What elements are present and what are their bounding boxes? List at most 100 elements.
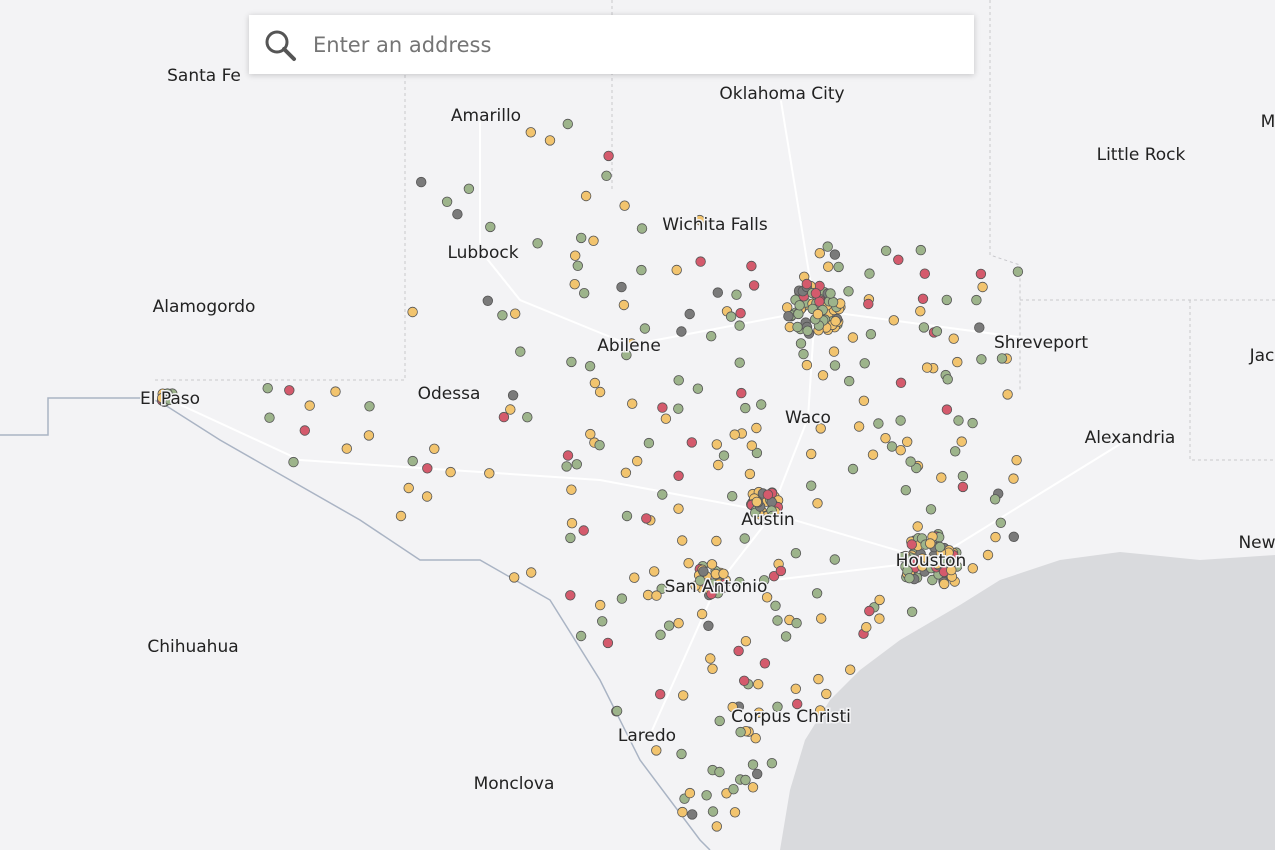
- location-marker[interactable]: [706, 588, 717, 600]
- location-marker[interactable]: [783, 311, 794, 322]
- location-marker[interactable]: [561, 461, 572, 472]
- location-marker[interactable]: [660, 413, 672, 424]
- location-marker[interactable]: [906, 606, 918, 618]
- location-marker[interactable]: [915, 306, 926, 317]
- location-marker[interactable]: [694, 214, 705, 226]
- location-marker[interactable]: [734, 357, 745, 368]
- location-marker[interactable]: [874, 594, 885, 606]
- location-marker[interactable]: [810, 288, 822, 299]
- location-marker[interactable]: [714, 766, 725, 778]
- location-marker[interactable]: [792, 698, 803, 710]
- location-marker[interactable]: [746, 440, 758, 451]
- location-marker[interactable]: [1011, 455, 1022, 466]
- location-marker[interactable]: [823, 261, 834, 272]
- location-marker[interactable]: [676, 326, 687, 337]
- location-marker[interactable]: [696, 608, 708, 620]
- location-marker[interactable]: [578, 525, 589, 536]
- location-marker[interactable]: [895, 415, 906, 426]
- location-marker[interactable]: [975, 268, 987, 280]
- location-marker[interactable]: [957, 481, 969, 493]
- location-marker[interactable]: [712, 287, 724, 298]
- location-marker[interactable]: [814, 247, 826, 259]
- search-input[interactable]: [311, 31, 935, 58]
- location-marker[interactable]: [794, 300, 805, 311]
- location-marker[interactable]: [746, 260, 757, 272]
- location-marker[interactable]: [589, 377, 601, 389]
- location-marker[interactable]: [565, 532, 576, 544]
- location-marker[interactable]: [900, 485, 912, 496]
- location-marker[interactable]: [484, 468, 495, 479]
- location-marker[interactable]: [341, 443, 353, 454]
- location-marker[interactable]: [482, 295, 494, 307]
- location-marker[interactable]: [917, 293, 929, 305]
- location-marker[interactable]: [284, 385, 295, 396]
- location-marker[interactable]: [566, 484, 577, 495]
- location-marker[interactable]: [416, 176, 427, 188]
- location-marker[interactable]: [815, 705, 826, 716]
- location-marker[interactable]: [753, 679, 764, 690]
- location-marker[interactable]: [643, 437, 655, 449]
- location-marker[interactable]: [676, 748, 687, 760]
- location-marker[interactable]: [798, 348, 809, 360]
- location-marker[interactable]: [594, 440, 605, 451]
- location-marker[interactable]: [806, 448, 817, 460]
- location-marker[interactable]: [288, 456, 299, 468]
- location-marker[interactable]: [595, 599, 606, 611]
- location-marker[interactable]: [812, 308, 824, 320]
- location-marker[interactable]: [1012, 266, 1024, 277]
- location-marker[interactable]: [801, 278, 813, 290]
- location-marker[interactable]: [576, 232, 587, 244]
- location-marker[interactable]: [156, 392, 168, 404]
- location-marker[interactable]: [525, 127, 537, 138]
- location-marker[interactable]: [874, 613, 885, 624]
- location-marker[interactable]: [618, 299, 630, 311]
- location-marker[interactable]: [1008, 531, 1020, 543]
- location-marker[interactable]: [651, 590, 662, 601]
- location-marker[interactable]: [686, 437, 698, 448]
- location-marker[interactable]: [572, 260, 584, 272]
- location-marker[interactable]: [822, 241, 833, 252]
- location-marker[interactable]: [753, 707, 765, 718]
- location-marker[interactable]: [510, 308, 521, 319]
- location-marker[interactable]: [906, 539, 918, 550]
- location-marker[interactable]: [736, 387, 747, 399]
- location-marker[interactable]: [733, 645, 744, 657]
- location-marker[interactable]: [671, 264, 682, 276]
- location-marker[interactable]: [756, 399, 767, 410]
- location-marker[interactable]: [657, 489, 668, 500]
- location-marker[interactable]: [701, 790, 712, 801]
- location-marker[interactable]: [971, 294, 982, 306]
- location-marker[interactable]: [262, 383, 273, 394]
- location-marker[interactable]: [751, 496, 763, 508]
- location-marker[interactable]: [888, 315, 900, 326]
- location-marker[interactable]: [740, 402, 751, 414]
- location-marker[interactable]: [588, 235, 599, 247]
- location-marker[interactable]: [304, 400, 315, 411]
- location-marker[interactable]: [740, 636, 752, 647]
- location-marker[interactable]: [569, 279, 580, 290]
- search-icon[interactable]: [263, 28, 297, 62]
- location-marker[interactable]: [912, 521, 923, 532]
- location-marker[interactable]: [767, 510, 778, 522]
- location-marker[interactable]: [941, 294, 953, 306]
- location-marker[interactable]: [843, 286, 854, 297]
- location-marker[interactable]: [905, 456, 916, 467]
- location-marker[interactable]: [619, 200, 630, 211]
- location-marker[interactable]: [739, 533, 750, 544]
- location-marker[interactable]: [1002, 389, 1013, 400]
- location-marker[interactable]: [626, 338, 637, 349]
- location-marker[interactable]: [718, 568, 729, 580]
- location-marker[interactable]: [734, 320, 745, 331]
- location-marker[interactable]: [948, 333, 959, 344]
- location-marker[interactable]: [677, 806, 688, 818]
- location-marker[interactable]: [942, 374, 953, 385]
- location-marker[interactable]: [880, 433, 891, 444]
- location-marker[interactable]: [629, 572, 640, 583]
- location-marker[interactable]: [867, 449, 879, 460]
- location-marker[interactable]: [1008, 473, 1019, 484]
- location-marker[interactable]: [706, 559, 718, 570]
- location-marker[interactable]: [673, 618, 684, 629]
- location-marker[interactable]: [655, 629, 666, 641]
- location-marker[interactable]: [811, 588, 823, 599]
